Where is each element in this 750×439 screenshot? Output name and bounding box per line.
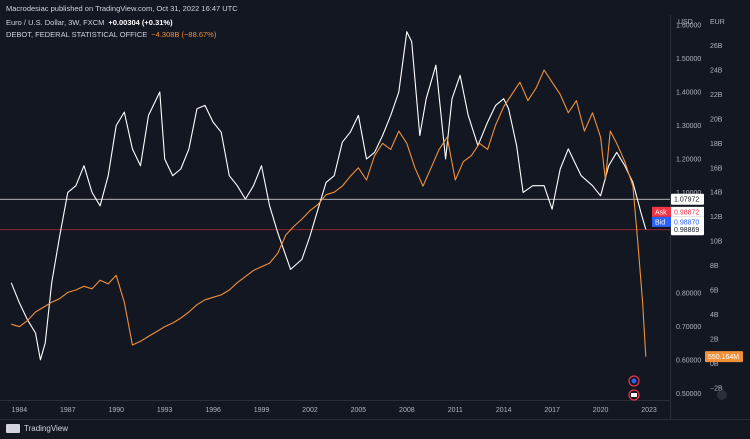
published-caption: Macrodesiac published on TradingView.com… (6, 4, 238, 13)
usd-tick-label: 0.80000 (676, 290, 701, 297)
eur-tick-label: 12B (710, 214, 723, 221)
year-tick-label: 2017 (544, 407, 560, 414)
eur-tick-label: −2B (710, 385, 723, 392)
eurusd-legend-name: Euro / U.S. Dollar, 3W, FXCM (6, 18, 105, 27)
year-tick-label: 1990 (108, 407, 124, 414)
year-tick-label: 1987 (60, 407, 76, 414)
debt-last-tag-bg (705, 351, 743, 363)
usd-tick-label: 1.10000 (676, 190, 701, 197)
eur-axis-unit: EUR (710, 19, 725, 26)
year-tick-label: 1999 (254, 407, 270, 414)
eur-tick-label: 8B (710, 263, 719, 270)
eur-tick-label: 16B (710, 165, 723, 172)
eurusd-legend-change: +0.00304 (+0.31%) (108, 18, 173, 27)
flag-event-icon-inner (631, 393, 637, 397)
tradingview-logo[interactable]: TradingView (6, 424, 68, 433)
debt-legend-change: −4.308B (−88.67%) (151, 30, 217, 39)
ask-value-bg (671, 206, 704, 217)
tradingview-brand: TradingView (24, 424, 69, 433)
gear-icon (717, 390, 727, 400)
event-icon-inner (631, 378, 637, 384)
eur-tick-label: 22B (710, 92, 723, 99)
eurusd-legend[interactable]: Euro / U.S. Dollar, 3W, FXCM +0.00304 (+0… (6, 18, 173, 27)
year-tick-label: 2011 (448, 407, 463, 414)
usd-tick-label: 1.30000 (676, 123, 701, 130)
level-label: 0.98869 (674, 227, 699, 234)
eur-tick-label: 0B (710, 361, 719, 368)
eur-tick-label: 4B (710, 312, 719, 319)
eur-tick-label: 6B (710, 288, 719, 295)
year-tick-label: 2020 (593, 407, 609, 414)
debt-line (11, 69, 647, 357)
eurusd-line (10, 31, 647, 361)
eur-tick-label: 20B (710, 116, 723, 123)
bid-tag-label: Bid (655, 219, 665, 226)
tradingview-logo-icon (6, 424, 20, 433)
eur-tick-label: 2B (710, 336, 719, 343)
ask-tag-bg (652, 206, 671, 217)
footer-bar: TradingView (0, 419, 750, 439)
level-label: 1.07972 (674, 197, 699, 204)
ask-value: 0.98872 (674, 209, 699, 216)
usd-axis-unit: USD (678, 19, 693, 26)
year-tick-label: 2005 (351, 407, 367, 414)
eur-tick-label: 14B (710, 190, 723, 197)
usd-tick-label: 0.50000 (676, 391, 701, 398)
eur-tick-label: 10B (710, 239, 723, 246)
debt-legend-name: DEBOT, FEDERAL STATISTICAL OFFICE (6, 30, 148, 39)
eur-tick-label: 18B (710, 141, 723, 148)
level-label-bg (671, 193, 704, 205)
level-label-bg (671, 224, 704, 236)
ask-tag-label: Ask (655, 209, 667, 216)
year-tick-label: 2008 (399, 407, 415, 414)
year-tick-label: 1993 (157, 407, 173, 414)
usd-tick-label: 1.50000 (676, 56, 701, 63)
bid-value: 0.98870 (674, 219, 699, 226)
debt-legend[interactable]: DEBOT, FEDERAL STATISTICAL OFFICE −4.308B… (6, 30, 216, 39)
year-tick-label: 2002 (302, 407, 318, 414)
bid-value-bg (671, 216, 704, 227)
year-tick-label: 2023 (641, 407, 657, 414)
usd-tick-label: 1.40000 (676, 90, 701, 97)
usd-tick-label: 0.70000 (676, 324, 701, 331)
bid-tag-bg (652, 216, 671, 227)
usd-tick-label: 1.60000 (676, 23, 701, 30)
usd-tick-label: 0.60000 (676, 357, 701, 364)
eur-tick-label: 26B (710, 43, 723, 50)
debt-last-tag: 550.164M (708, 354, 739, 361)
usd-tick-label: 1.20000 (676, 156, 701, 163)
year-tick-label: 1984 (12, 407, 28, 414)
eur-tick-label: 24B (710, 68, 723, 75)
year-tick-label: 1996 (205, 407, 221, 414)
year-tick-label: 2014 (496, 407, 512, 414)
